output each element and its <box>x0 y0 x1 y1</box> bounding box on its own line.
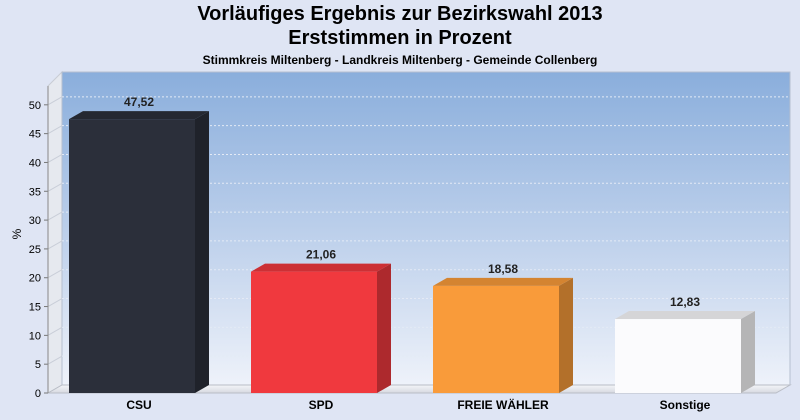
bar <box>433 285 559 393</box>
x-tick-label: FREIE WÄHLER <box>457 397 549 412</box>
gridline-side <box>47 182 63 192</box>
bar-side <box>195 111 209 393</box>
y-axis-label: % <box>10 228 24 239</box>
y-tick-label: 30 <box>29 215 41 227</box>
x-tick-label: SPD <box>309 398 334 412</box>
gridline-side <box>47 96 63 106</box>
bar-freie-w-hler: 18,58 <box>433 262 573 393</box>
gridline-side <box>47 211 63 221</box>
data-label: 21,06 <box>306 248 336 262</box>
data-label: 18,58 <box>488 262 518 276</box>
bar-side <box>559 277 573 393</box>
x-tick-label: Sonstige <box>660 398 711 412</box>
y-tick-label: 5 <box>35 359 41 371</box>
gridline-side <box>47 326 63 336</box>
chart-caption: Stimmkreis Miltenberg - Landkreis Milten… <box>202 53 598 67</box>
bar <box>69 119 195 393</box>
y-tick-label: 40 <box>29 157 41 169</box>
gridline-side <box>47 269 63 279</box>
plot-left-wall <box>47 70 63 394</box>
gridline-side <box>47 240 63 250</box>
y-tick-label: 10 <box>29 330 41 342</box>
y-tick-label: 0 <box>35 388 41 400</box>
y-tick-label: 45 <box>29 129 41 141</box>
bar-top <box>69 111 209 120</box>
bar <box>251 271 377 393</box>
bar-side <box>741 311 755 393</box>
data-label: 12,83 <box>670 295 700 309</box>
bar-csu: 47,52 <box>69 95 209 393</box>
y-tick-label: 35 <box>29 186 41 198</box>
y-tick-label: 25 <box>29 244 41 256</box>
bar-top <box>615 311 755 320</box>
y-axis: 0 5 10 15 20 25 30 35 40 45 50 <box>29 86 49 400</box>
y-tick-label: 15 <box>29 302 41 314</box>
bar-sonstige: 12,83 <box>615 295 755 393</box>
bar <box>615 319 741 393</box>
gridline-side <box>47 298 63 307</box>
gridline-side <box>47 154 63 163</box>
data-label: 47,52 <box>124 95 154 109</box>
bar-spd: 21,06 <box>251 248 391 393</box>
bar-top <box>251 263 391 272</box>
y-tick-label: 20 <box>29 273 41 285</box>
bar-side <box>377 263 391 393</box>
gridline-side <box>47 355 63 365</box>
x-tick-label: CSU <box>126 398 151 412</box>
y-tick-label: 50 <box>29 100 41 112</box>
x-axis: CSU SPD FREIE WÄHLER Sonstige <box>126 397 710 412</box>
bars: 47,52 21,06 18,58 12,83 <box>69 95 755 393</box>
chart-subtitle: Erststimmen in Prozent <box>288 27 512 49</box>
chart-title: Vorläufiges Ergebnis zur Bezirkswahl 201… <box>197 3 603 25</box>
bar-top <box>433 277 573 286</box>
gridline-side <box>47 125 63 135</box>
